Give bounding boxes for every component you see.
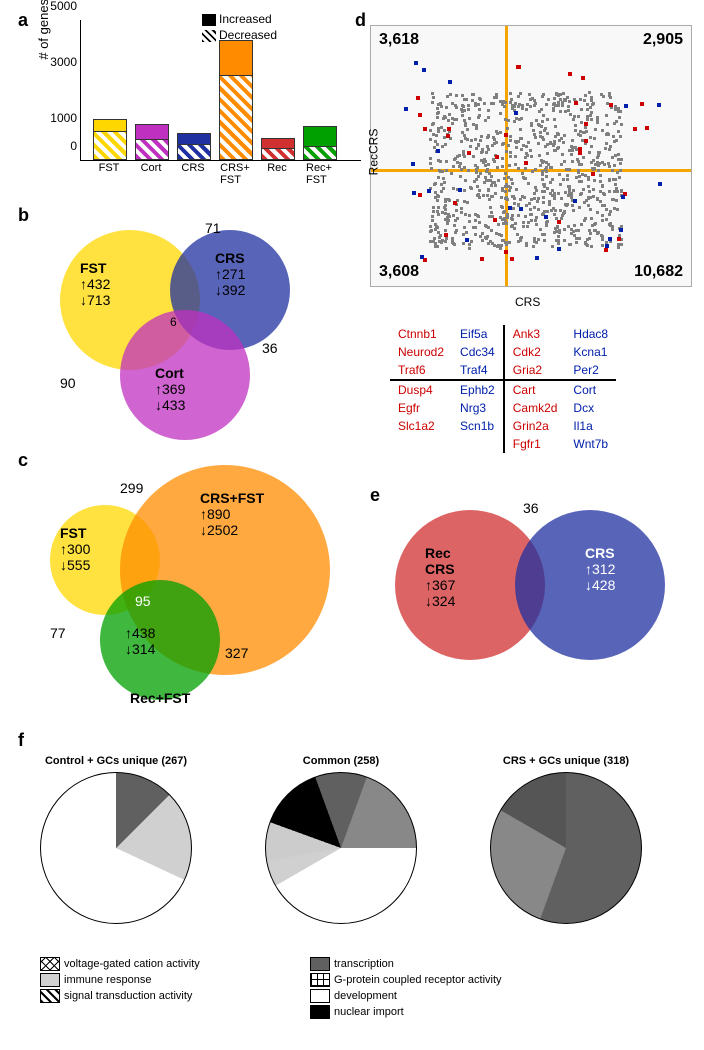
scatter-ylabel: RecCRS [366, 129, 380, 176]
venn-b-ov-all: 6 [170, 315, 177, 329]
panel-c: FST↑300↓555 CRS+FST↑890↓2502 ↑438↓314 Re… [40, 465, 360, 685]
gene-table: Ctnnb1Eif5aAnk3Hdac8Neurod2Cdc34Cdk2Kcna… [390, 325, 616, 453]
legend-item: voltage-gated cation activity [40, 957, 200, 971]
panel-b: FST↑432↓713 CRS↑271↓392 Cort↑369↓433 71 … [40, 220, 340, 420]
scatter-plot: 3,618 2,905 3,608 10,682 [370, 25, 692, 287]
x-category: Rec+FST [306, 160, 332, 186]
quad-tl: 3,618 [379, 31, 419, 49]
y-tick: 0 [70, 139, 81, 153]
legend-item: immune response [40, 973, 200, 987]
x-category: Cort [141, 160, 162, 174]
legend-f-right: transcription G-protein coupled receptor … [310, 955, 502, 1021]
y-tick: 3000 [50, 55, 81, 69]
quad-bl: 3,608 [379, 263, 419, 281]
venn-b-ov-ct: 36 [262, 340, 278, 356]
legend-f-left: voltage-gated cation activity immune resp… [40, 955, 200, 1005]
venn-c-ovall: 95 [135, 593, 151, 609]
scatter-xlabel: CRS [515, 295, 540, 309]
panel-d-label: d [355, 10, 366, 31]
quad-br: 10,682 [634, 263, 683, 281]
venn-c-ov1: 299 [120, 480, 143, 496]
x-category: FST [99, 160, 120, 174]
venn-c-ov3: 327 [225, 645, 248, 661]
pie-1: Control + GCs unique (267) [40, 755, 192, 927]
legend-decreased: Decreased [202, 28, 277, 42]
venn-b-cort-txt: Cort↑369↓433 [155, 365, 185, 413]
venn-b-crs-txt: CRS↑271↓392 [215, 250, 245, 298]
y-axis-label: # of genes [36, 0, 51, 60]
panel-e-label: e [370, 485, 380, 506]
legend-item: nuclear import [310, 1005, 502, 1019]
venn-b-fst-txt: FST↑432↓713 [80, 260, 110, 308]
legend-item: signal transduction activity [40, 989, 200, 1003]
legend-item: development [310, 989, 502, 1003]
venn-e-rec-txt: RecCRS↑367↓324 [425, 545, 455, 609]
venn-c-crsfst-txt: CRS+FST↑890↓2502 [200, 490, 264, 538]
venn-c-ov2: 77 [50, 625, 66, 641]
x-category: CRS [181, 160, 204, 174]
pie-3: CRS + GCs unique (318) [490, 755, 642, 927]
venn-e-crs-txt: CRS↑312↓428 [585, 545, 615, 593]
venn-b-ov-ft: 90 [60, 375, 76, 391]
y-tick: 1000 [50, 111, 81, 125]
panel-b-label: b [18, 205, 29, 226]
panel-c-label: c [18, 450, 28, 471]
pie-2: Common (258) [265, 755, 417, 927]
panel-d: 3,618 2,905 3,608 10,682 CRS RecCRS Ctnn… [370, 25, 692, 287]
venn-c-recfst-lbl: Rec+FST [130, 690, 190, 706]
venn-b-ov-fc: 71 [205, 220, 221, 236]
x-category: CRS+FST [220, 160, 250, 186]
legend-increased: Increased [202, 12, 272, 26]
quad-tr: 2,905 [643, 31, 683, 49]
panel-f-label: f [18, 730, 24, 751]
panel-e: RecCRS↑367↓324 CRS↑312↓428 36 [395, 500, 695, 680]
legend-item: transcription [310, 957, 502, 971]
venn-c-recfst-txt: ↑438↓314 [125, 625, 155, 657]
panel-a-label: a [18, 10, 28, 31]
venn-e-ov: 36 [523, 500, 539, 516]
venn-c-fst-txt: FST↑300↓555 [60, 525, 90, 573]
legend-item: G-protein coupled receptor activity [310, 973, 502, 987]
x-category: Rec [267, 160, 287, 174]
panel-a: # of genes 0100030005000FSTCortCRSCRS+FS… [80, 20, 361, 161]
venn-c-recfst [100, 580, 220, 700]
y-tick: 5000 [50, 0, 81, 13]
